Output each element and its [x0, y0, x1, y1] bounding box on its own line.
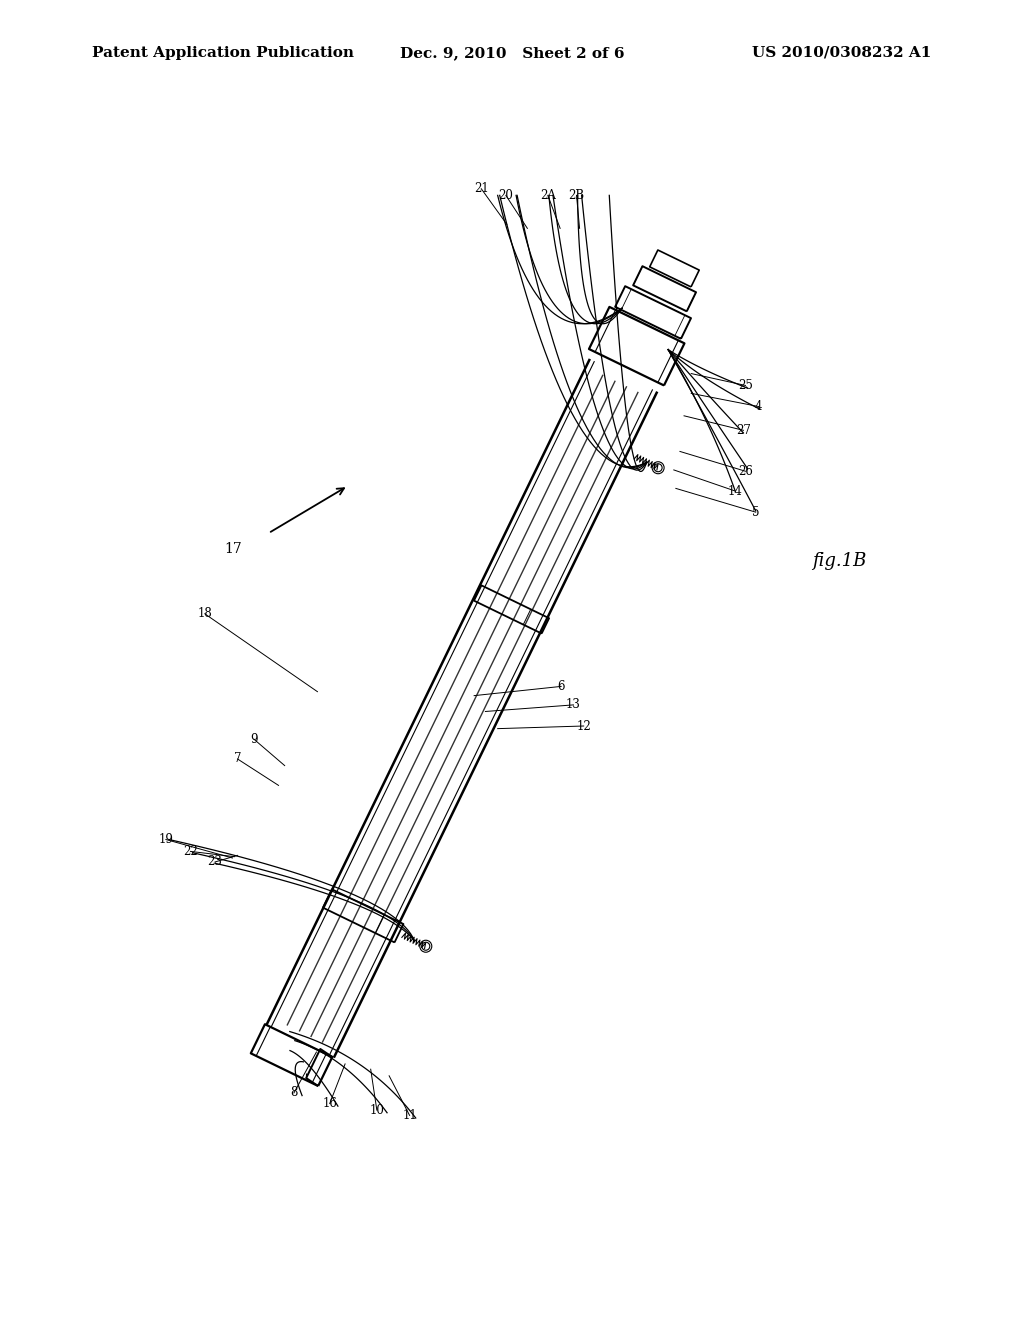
Text: 26: 26: [738, 465, 753, 478]
Text: 12: 12: [577, 719, 591, 733]
Text: Dec. 9, 2010   Sheet 2 of 6: Dec. 9, 2010 Sheet 2 of 6: [399, 46, 625, 59]
Text: 7: 7: [233, 752, 242, 766]
Text: fig.1B: fig.1B: [812, 552, 867, 570]
Text: 14: 14: [728, 484, 742, 498]
Text: 23: 23: [208, 855, 222, 869]
Text: 2B: 2B: [568, 189, 585, 202]
Text: 13: 13: [566, 698, 581, 711]
Text: 17: 17: [224, 543, 243, 556]
Text: Patent Application Publication: Patent Application Publication: [92, 46, 354, 59]
Text: 11: 11: [402, 1109, 417, 1122]
Text: 9: 9: [250, 733, 258, 746]
Text: 20: 20: [499, 189, 513, 202]
Text: 25: 25: [738, 379, 753, 392]
Text: 8: 8: [290, 1086, 298, 1100]
Text: 27: 27: [736, 424, 751, 437]
Text: US 2010/0308232 A1: US 2010/0308232 A1: [753, 46, 932, 59]
Text: 6: 6: [557, 680, 565, 693]
Text: 4: 4: [755, 400, 763, 413]
Text: 16: 16: [323, 1097, 337, 1110]
Text: 22: 22: [183, 845, 198, 858]
Text: 10: 10: [370, 1104, 384, 1117]
Text: 19: 19: [159, 833, 173, 846]
Text: 5: 5: [752, 506, 760, 519]
Text: 21: 21: [474, 182, 488, 195]
Text: 2A: 2A: [540, 189, 556, 202]
Text: 18: 18: [198, 607, 212, 620]
